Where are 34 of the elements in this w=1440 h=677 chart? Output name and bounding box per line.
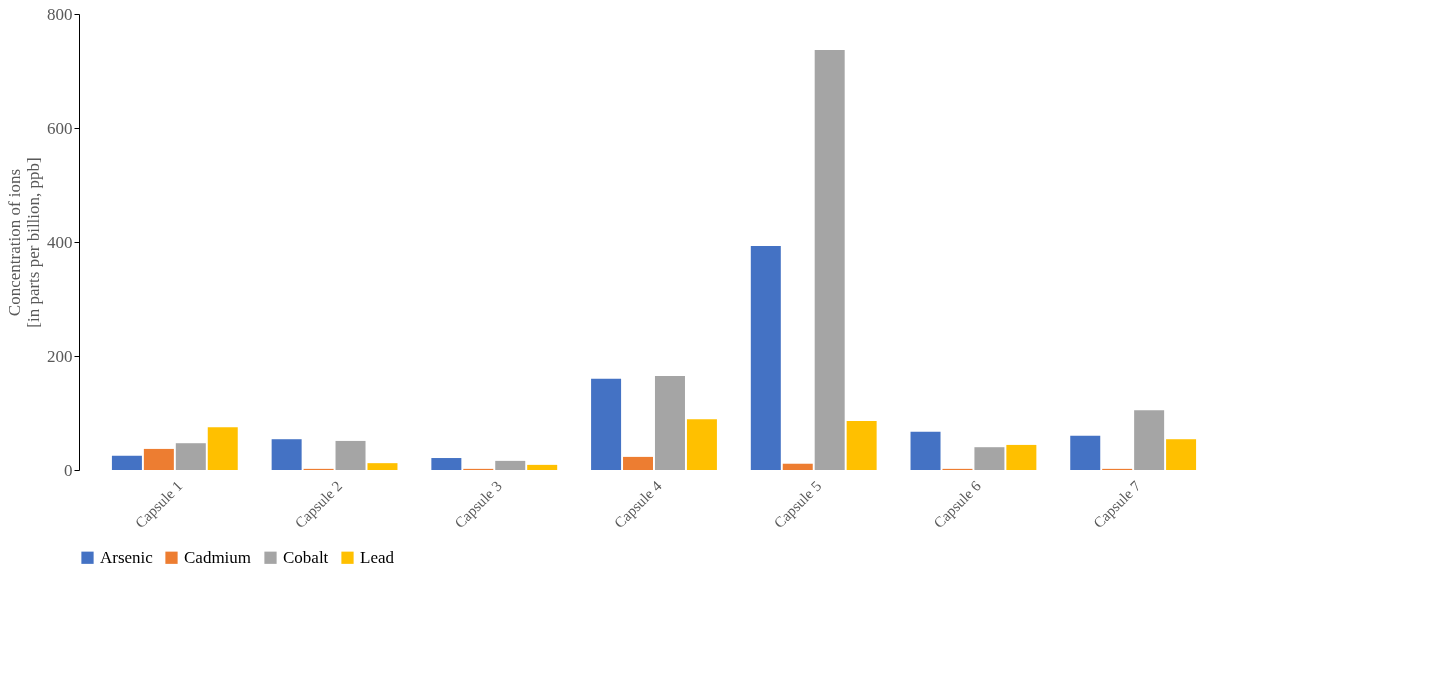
bar xyxy=(686,419,717,470)
bar xyxy=(591,378,622,470)
legend-label: Arsenic xyxy=(100,547,154,567)
y-tick-label: 200 xyxy=(47,346,73,366)
bar xyxy=(335,440,366,470)
bar xyxy=(207,427,238,470)
bar xyxy=(175,443,206,470)
bar xyxy=(1006,444,1037,470)
bar xyxy=(846,420,877,470)
y-tick-label: 0 xyxy=(64,460,73,480)
bar xyxy=(974,447,1005,470)
bar xyxy=(623,456,654,470)
bar xyxy=(143,448,174,470)
bar xyxy=(431,458,462,470)
bar xyxy=(495,460,526,470)
y-tick-label: 400 xyxy=(47,232,73,252)
bar xyxy=(910,431,941,470)
bar xyxy=(654,375,685,470)
bar xyxy=(814,49,845,470)
legend-label: Cadmium xyxy=(184,547,252,567)
bar xyxy=(111,455,142,470)
y-tick-label: 800 xyxy=(47,4,73,24)
bar xyxy=(1070,435,1101,470)
legend-label: Lead xyxy=(360,547,395,567)
bar xyxy=(271,439,302,470)
bar xyxy=(782,463,813,470)
y-tick-label: 600 xyxy=(47,118,73,138)
bar xyxy=(750,245,781,470)
y-axis-title: Concentration of ions [in parts per billion, ppb] xyxy=(5,157,43,328)
bar xyxy=(367,463,398,470)
bar xyxy=(527,464,558,470)
bar xyxy=(1166,439,1197,470)
bar xyxy=(1134,410,1165,470)
legend-label: Cobalt xyxy=(283,547,329,567)
